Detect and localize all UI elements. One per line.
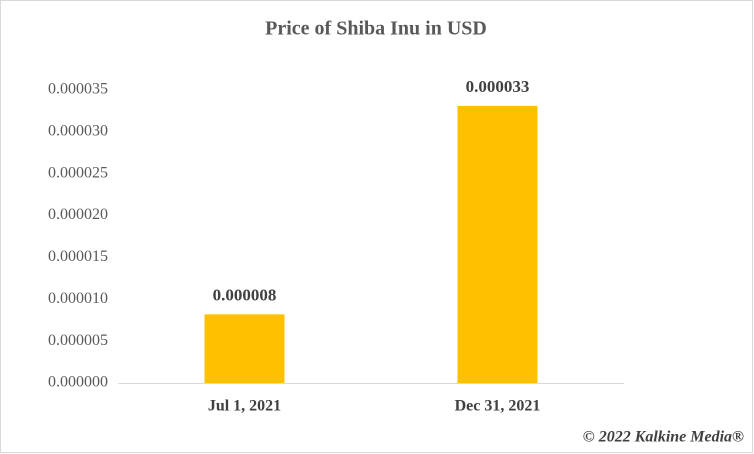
y-tick-label: 0.000010 <box>48 290 108 307</box>
y-tick-label: 0.000005 <box>48 332 108 349</box>
y-tick-label: 0.000025 <box>48 164 108 181</box>
y-tick-label: 0.000000 <box>48 374 108 391</box>
value-label: 0.000008 <box>213 285 277 304</box>
y-tick-label: 0.000015 <box>48 248 108 265</box>
y-tick-label: 0.000030 <box>48 123 108 140</box>
x-tick-label: Dec 31, 2021 <box>455 398 541 415</box>
y-tick-label: 0.000020 <box>48 206 108 223</box>
watermark: © 2022 Kalkine Media® <box>583 429 744 446</box>
value-label: 0.000033 <box>466 77 530 96</box>
bar <box>204 314 285 383</box>
x-tick-label: Jul 1, 2021 <box>208 398 281 415</box>
chart-title: Price of Shiba Inu in USD <box>265 18 487 40</box>
bar <box>457 105 538 384</box>
y-tick-label: 0.000035 <box>48 81 108 98</box>
